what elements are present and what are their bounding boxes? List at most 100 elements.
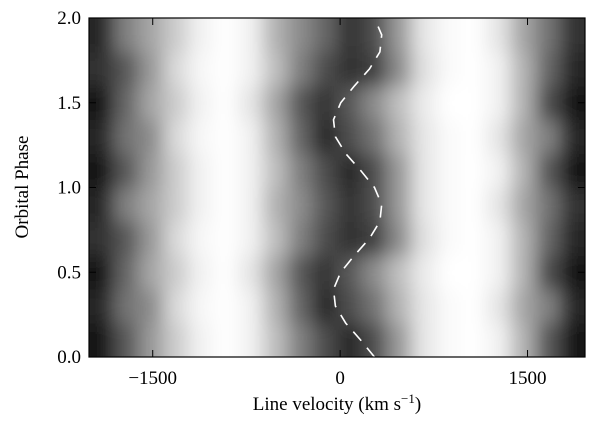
heat-cell — [361, 255, 388, 290]
x-label-text: Line velocity (km s — [253, 394, 401, 415]
heat-cell — [113, 323, 140, 357]
heat-cell — [287, 85, 313, 121]
heat-cell — [510, 85, 536, 121]
heat-cell — [188, 221, 214, 256]
heat-cell — [560, 289, 585, 324]
heat-cell — [89, 323, 115, 357]
heat-cell — [89, 221, 115, 256]
heat-cell — [535, 323, 561, 357]
heat-cell — [535, 153, 561, 188]
heat-cell — [89, 18, 115, 53]
heat-cell — [461, 18, 487, 53]
heat-cell — [411, 51, 437, 87]
heat-cell — [213, 85, 239, 121]
heat-cell — [560, 18, 585, 53]
heat-cell — [89, 187, 115, 222]
heat-cell — [287, 51, 313, 87]
heat-cell — [535, 187, 561, 222]
heat-cell — [163, 187, 189, 222]
heat-cell — [287, 187, 313, 222]
heat-cell — [312, 51, 338, 87]
y-tick-label: 2.0 — [57, 8, 81, 29]
heat-cell — [386, 85, 412, 121]
heat-cell — [312, 221, 338, 256]
heat-cell — [113, 187, 140, 222]
heat-cell — [213, 289, 239, 324]
x-tick-label: 0 — [335, 368, 345, 389]
heat-cell — [411, 187, 437, 222]
heat-cell — [188, 85, 214, 121]
heat-cell — [361, 289, 388, 324]
heat-cell — [213, 255, 239, 290]
heat-cell — [461, 153, 487, 188]
heatmap — [89, 18, 585, 357]
x-label-exponent: −1 — [401, 391, 415, 406]
heat-cell — [510, 255, 536, 290]
heat-cell — [213, 323, 239, 357]
heat-cell — [535, 18, 561, 53]
heat-cell — [262, 221, 288, 256]
heat-cell — [237, 187, 264, 222]
heat-cell — [461, 221, 487, 256]
x-tick-label: −1500 — [128, 368, 177, 389]
heat-cell — [510, 187, 536, 222]
heat-cell — [237, 221, 264, 256]
heat-cell — [213, 18, 239, 53]
heat-cell — [436, 18, 462, 53]
heat-cell — [113, 18, 140, 53]
heat-cell — [361, 323, 388, 357]
heat-cell — [163, 51, 189, 87]
heat-cell — [560, 221, 585, 256]
heat-cell — [113, 153, 140, 188]
heat-cell — [436, 255, 462, 290]
heat-cell — [535, 85, 561, 121]
heat-cell — [535, 255, 561, 290]
y-axis-label: Orbital Phase — [12, 136, 33, 239]
heat-cell — [411, 289, 437, 324]
heat-cell — [213, 51, 239, 87]
heat-cell — [89, 119, 115, 155]
heat-cell — [138, 255, 164, 290]
heat-cell — [163, 119, 189, 155]
heat-cell — [138, 289, 164, 324]
heat-cell — [312, 255, 338, 290]
heat-cell — [188, 187, 214, 222]
heat-cell — [560, 51, 585, 87]
heat-cell — [188, 119, 214, 155]
heat-cell — [560, 119, 585, 155]
heat-cell — [461, 119, 487, 155]
heat-cell — [361, 85, 388, 121]
heat-cell — [113, 119, 140, 155]
heat-cell — [510, 221, 536, 256]
heat-cell — [411, 221, 437, 256]
heat-cell — [138, 119, 164, 155]
heat-cell — [510, 153, 536, 188]
heat-cell — [436, 153, 462, 188]
heat-cell — [262, 255, 288, 290]
heat-cell — [213, 119, 239, 155]
heat-cell — [386, 255, 412, 290]
heat-cell — [237, 119, 264, 155]
heat-cell — [386, 18, 412, 53]
heat-cell — [138, 221, 164, 256]
x-label-suffix: ) — [415, 394, 421, 415]
heat-cell — [188, 289, 214, 324]
heat-cell — [485, 289, 512, 324]
x-tick-label: 1500 — [509, 368, 547, 389]
heat-cell — [337, 187, 363, 222]
heat-cell — [386, 289, 412, 324]
y-tick-label: 1.0 — [57, 178, 81, 199]
heat-cell — [337, 323, 363, 357]
heat-cell — [386, 51, 412, 87]
heat-cell — [262, 18, 288, 53]
heat-cell — [138, 323, 164, 357]
heat-cell — [436, 187, 462, 222]
heat-cell — [386, 323, 412, 357]
heat-cell — [188, 51, 214, 87]
heat-cell — [262, 153, 288, 188]
heat-cell — [213, 221, 239, 256]
heat-cell — [361, 51, 388, 87]
heat-cell — [163, 153, 189, 188]
heat-cell — [188, 153, 214, 188]
heat-cell — [287, 323, 313, 357]
